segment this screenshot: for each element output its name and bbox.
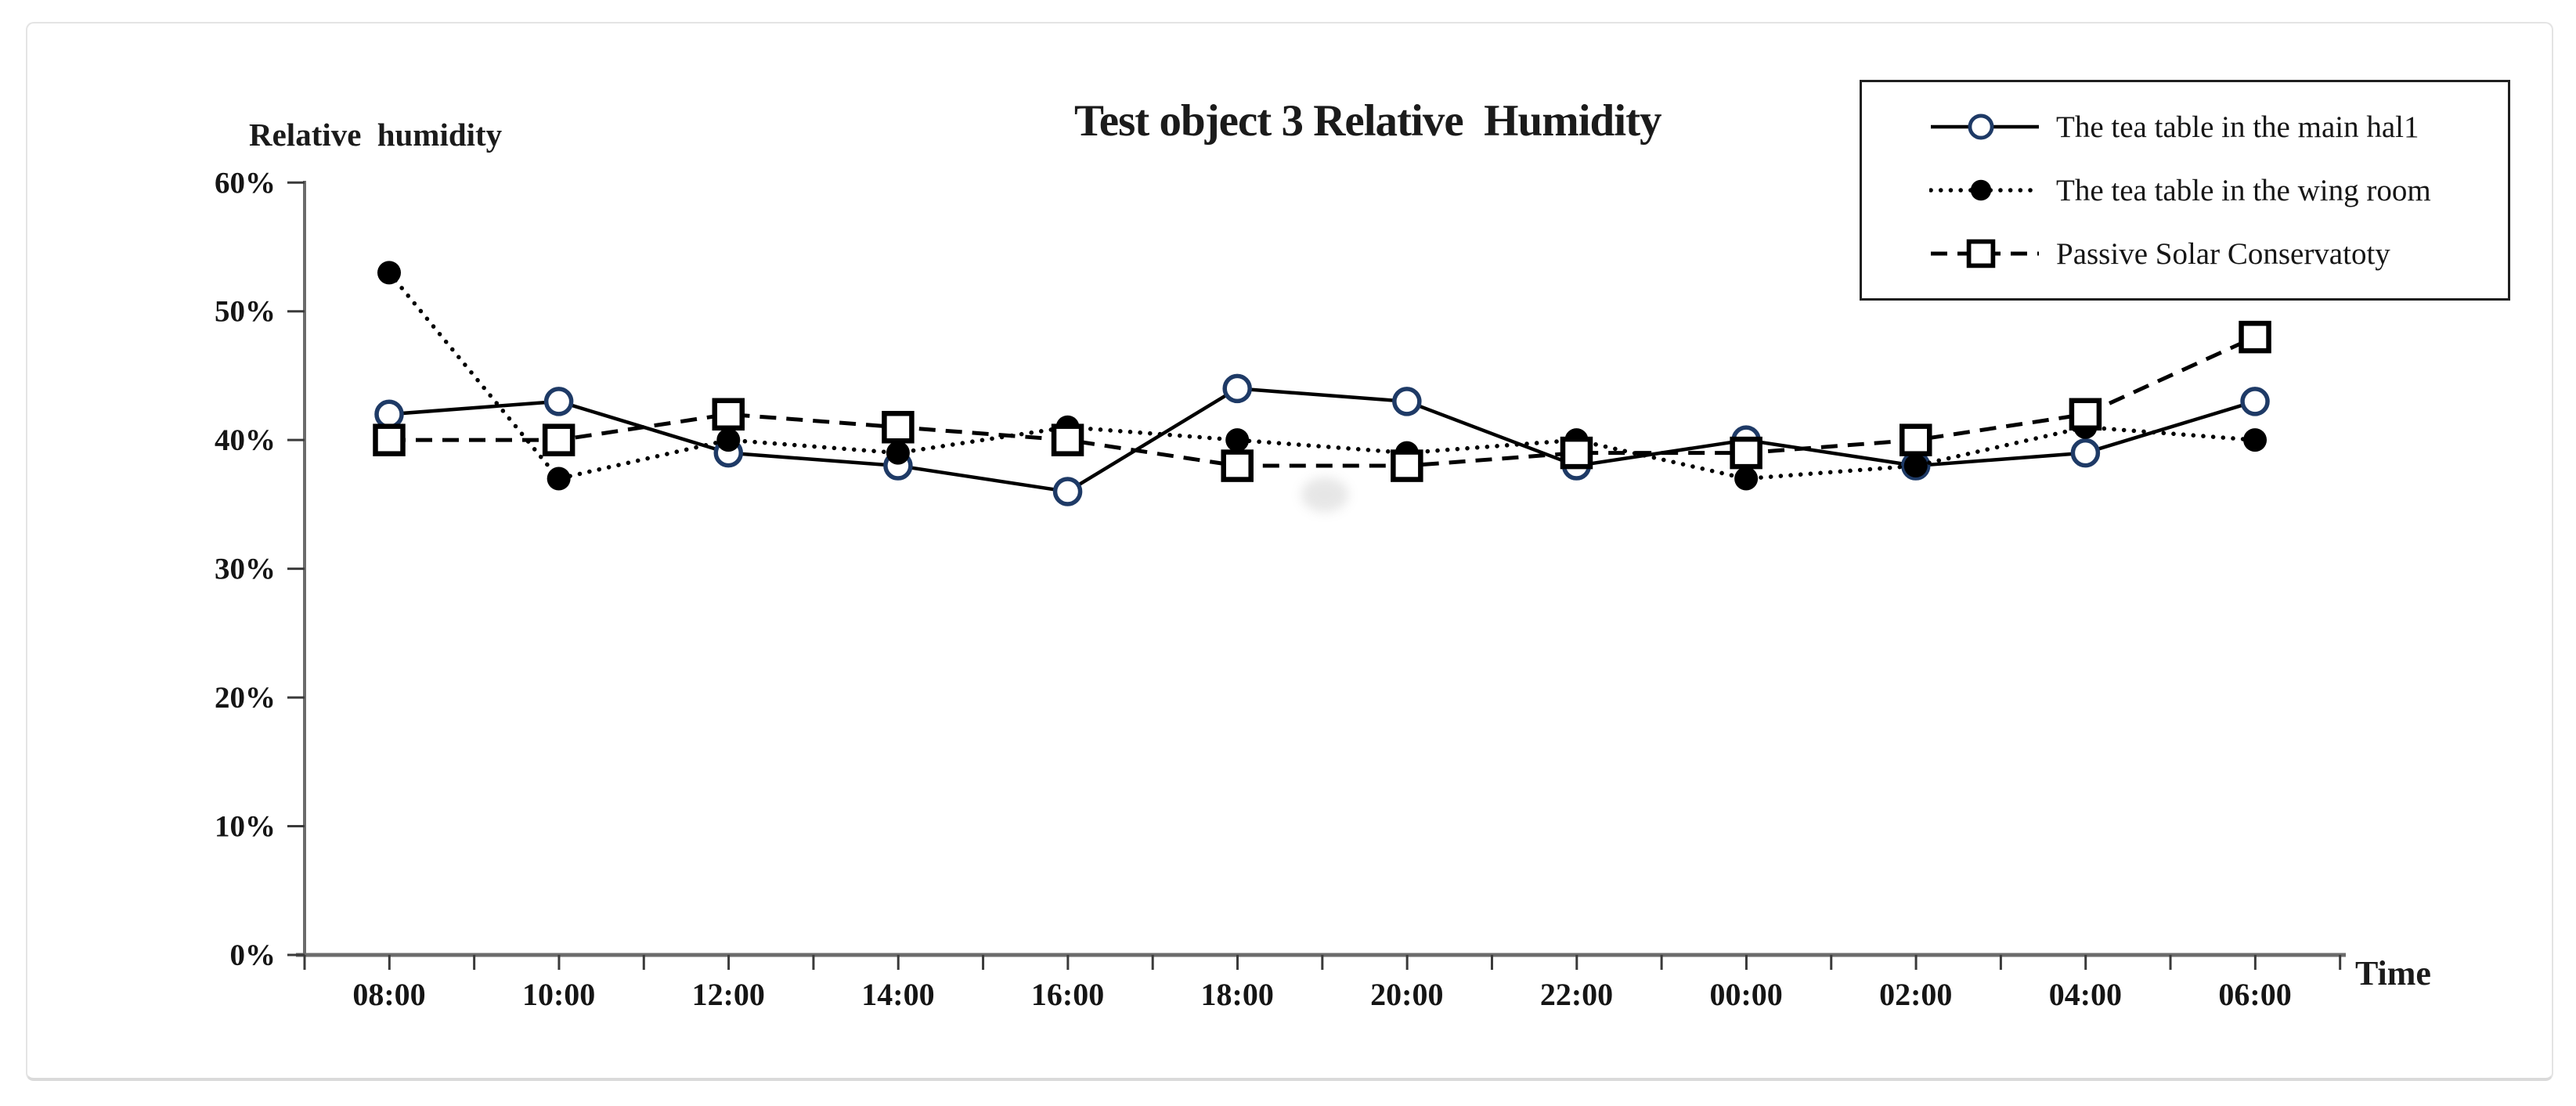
series-0-marker (1052, 477, 1083, 506)
series-2-marker (1221, 449, 1254, 482)
y-tick-label: 30% (215, 553, 276, 586)
y-tick-label: 0% (230, 938, 276, 972)
y-axis-title: Relative humidity (249, 117, 503, 153)
series-0-marker (1392, 387, 1422, 416)
series-2-marker (2069, 398, 2102, 431)
y-tick-label: 20% (215, 681, 276, 715)
series-2-marker (882, 410, 915, 444)
y-tick-label: 10% (215, 810, 276, 844)
series-line-0 (388, 387, 2256, 494)
series-1-marker (1734, 467, 1759, 491)
x-tick-label: 14:00 (861, 977, 934, 1012)
legend-label-main-hall: The tea table in the main hal1 (2056, 110, 2419, 144)
series-2-marker (2239, 320, 2271, 354)
legend-item-solar-conservatory: Passive Solar Conservatoty (1929, 230, 2508, 277)
series-2-marker (1560, 436, 1593, 470)
series-2-marker (712, 398, 745, 431)
x-tick-label: 06:00 (2218, 977, 2291, 1012)
series-0-marker (2240, 387, 2270, 416)
legend-item-wing-room: The tea table in the wing room (1929, 167, 2508, 214)
legend-sample-marker (1966, 239, 1996, 268)
legend-marker-wing-room (1929, 179, 2041, 201)
x-tick-label: 18:00 (1201, 977, 1274, 1012)
series-2-marker (1730, 436, 1762, 470)
series-2-marker (373, 423, 406, 456)
legend-box: The tea table in the main hal1 The tea t… (1860, 80, 2510, 301)
x-tick-label: 20:00 (1370, 977, 1443, 1012)
x-tick-label: 16:00 (1031, 977, 1104, 1012)
legend-item-main-hall: The tea table in the main hal1 (1929, 103, 2508, 150)
x-tick-label: 22:00 (1540, 977, 1613, 1012)
smudge-artifact (1301, 477, 1348, 512)
legend-marker-solar-conservatory (1931, 239, 2039, 268)
x-tick-label: 00:00 (1709, 977, 1782, 1012)
y-tick-label: 60% (215, 166, 276, 200)
series-0-marker (374, 399, 404, 430)
series-1-marker (377, 261, 401, 285)
series-1-marker (2243, 428, 2268, 452)
legend-sample-marker (1970, 179, 1992, 201)
legend-sample-marker (1968, 113, 1994, 140)
series-2-marker (1900, 423, 1932, 456)
series-0-marker (2070, 438, 2101, 468)
legend-label-wing-room: The tea table in the wing room (2056, 173, 2431, 207)
series-2-marker (542, 423, 575, 456)
y-tick-label: 50% (215, 295, 276, 329)
x-tick-label: 12:00 (692, 977, 765, 1012)
series-line-2 (389, 335, 2257, 468)
y-tick-label: 40% (215, 423, 276, 457)
series-1-marker (886, 441, 910, 465)
x-axis-title: Time (2355, 954, 2431, 993)
x-tick-label: 02:00 (1879, 977, 1952, 1012)
chart-title: Test object 3 Relative Humidity (1074, 96, 1662, 146)
legend-marker-main-hall (1931, 113, 2039, 140)
x-tick-label: 08:00 (352, 977, 425, 1012)
series-1-marker (547, 467, 571, 491)
series-0-marker (1222, 373, 1252, 404)
series-2-marker (1391, 449, 1423, 482)
x-tick-label: 10:00 (522, 977, 595, 1012)
series-line-1 (387, 270, 2257, 481)
x-tick-label: 04:00 (2049, 977, 2122, 1012)
series-2-marker (1051, 423, 1084, 456)
series-0-marker (543, 387, 574, 416)
legend-label-solar-conservatory: Passive Solar Conservatoty (2056, 236, 2390, 271)
series-1-marker (1225, 428, 1250, 452)
series-1-marker (1903, 454, 1928, 478)
series-1-marker (716, 428, 741, 452)
